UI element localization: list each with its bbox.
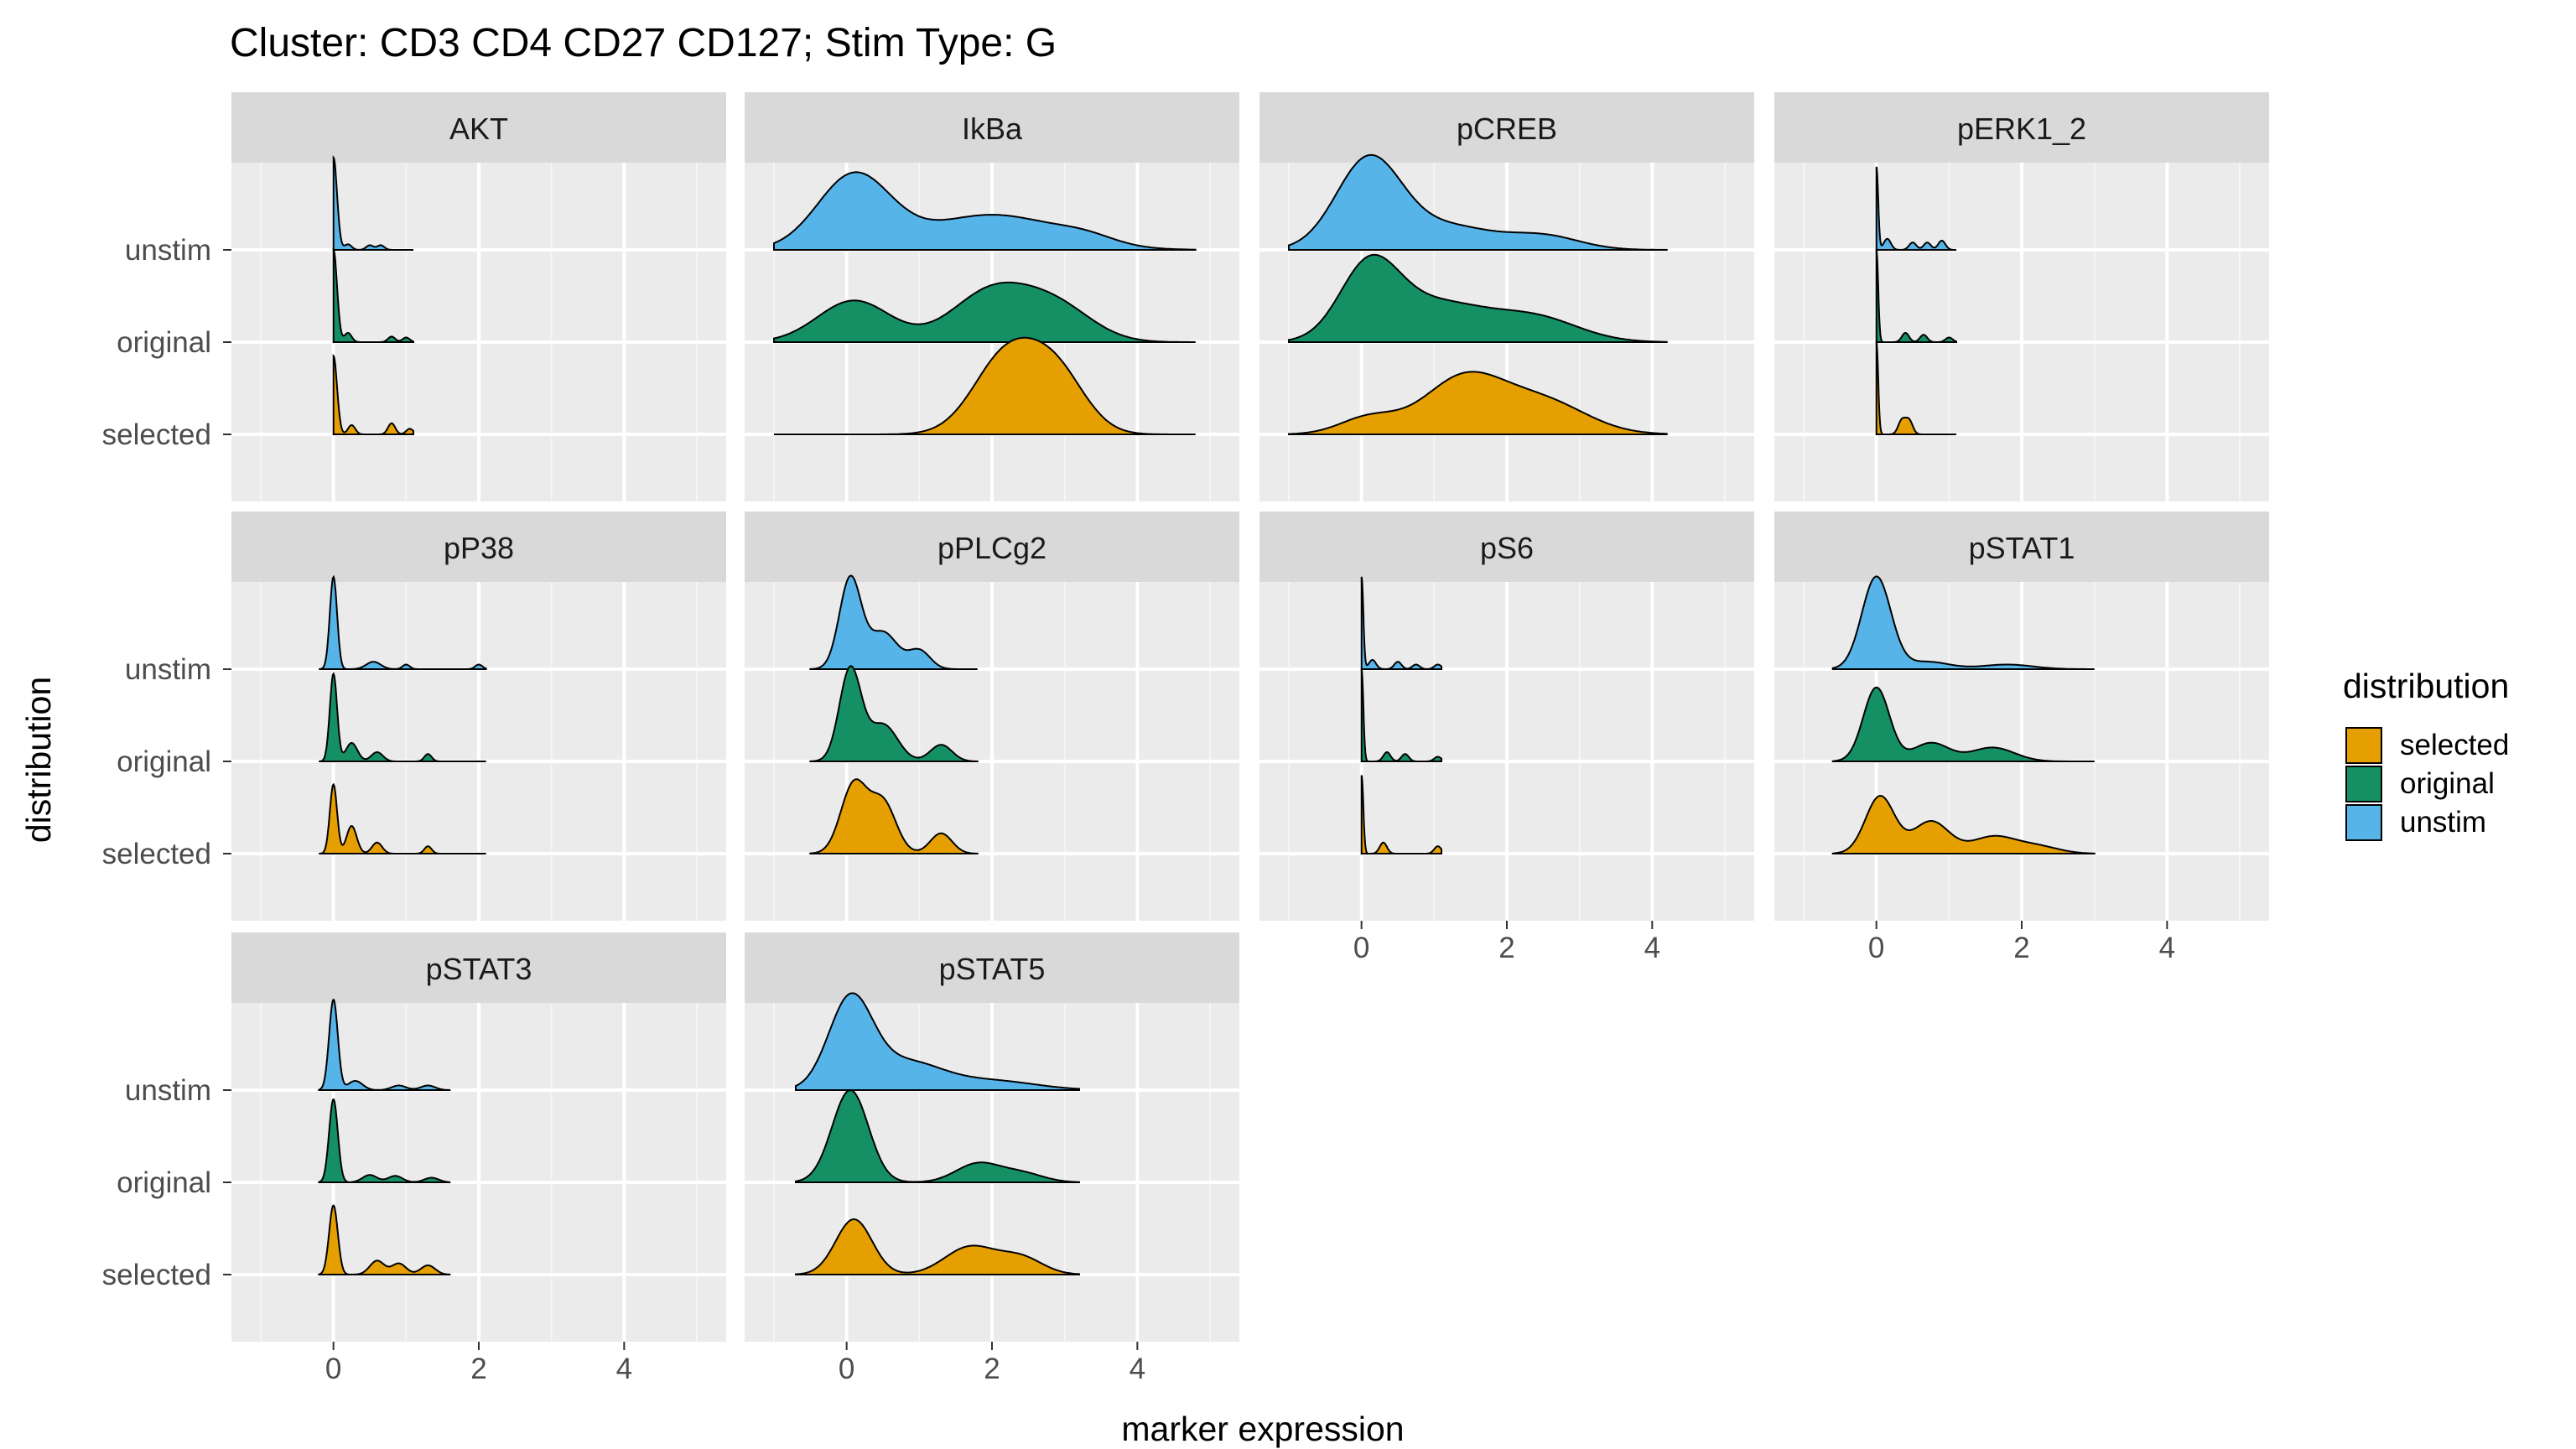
panel-pstat1: pSTAT1 0 2 4 bbox=[1774, 512, 2269, 964]
panel-pplcg2: pPLCg2 bbox=[745, 512, 1239, 921]
ridge-original bbox=[1831, 686, 2095, 762]
y-tick-label: unstim bbox=[125, 653, 211, 686]
ridge-unstim bbox=[318, 998, 451, 1091]
ridge-unstim bbox=[1288, 153, 1668, 251]
ridge-unstim bbox=[319, 574, 487, 670]
panel-pcreb: pCREB bbox=[1259, 92, 1754, 501]
panel-akt: AKT unstim original selected bbox=[102, 92, 726, 501]
facet-strip bbox=[231, 92, 726, 163]
facet-label: pPLCg2 bbox=[937, 531, 1046, 565]
panel-perk1_2: pERK1_2 bbox=[1774, 92, 2269, 501]
x-tick-label: 0 bbox=[1868, 932, 1884, 964]
chart-title: Cluster: CD3 CD4 CD27 CD127; Stim Type: … bbox=[230, 21, 1057, 65]
panel-pstat5: pSTAT5 0 2 4 bbox=[745, 932, 1239, 1385]
legend-key-unstim bbox=[2345, 804, 2382, 841]
ridge-unstim bbox=[1875, 166, 1956, 251]
ridge-original bbox=[332, 247, 414, 343]
x-tick-label: 4 bbox=[1130, 1353, 1145, 1385]
ridge-selected bbox=[1875, 341, 1956, 435]
ridge-unstim bbox=[1360, 576, 1442, 670]
ridge-original bbox=[1288, 253, 1668, 343]
ridge-selected bbox=[795, 1218, 1080, 1275]
legend-label-unstim: unstim bbox=[2400, 806, 2486, 839]
x-tick-label: 4 bbox=[616, 1353, 632, 1385]
ridge-original bbox=[773, 281, 1196, 343]
x-tick-label: 0 bbox=[1353, 932, 1369, 964]
x-tick-label: 2 bbox=[470, 1353, 486, 1385]
x-tick-label: 4 bbox=[1644, 932, 1660, 964]
legend-label-original: original bbox=[2400, 767, 2495, 800]
y-tick-label: selected bbox=[102, 418, 211, 451]
y-tick-label: selected bbox=[102, 1259, 211, 1291]
panel-ps6: pS6 0 2 4 bbox=[1259, 512, 1754, 964]
facet-label: pSTAT5 bbox=[939, 952, 1046, 986]
x-tick-label: 2 bbox=[2013, 932, 2029, 964]
ridge-selected bbox=[318, 1204, 451, 1275]
facet-label: pS6 bbox=[1480, 531, 1534, 565]
facet-strip bbox=[1259, 92, 1754, 163]
ridge-unstim bbox=[795, 992, 1080, 1091]
facet-label: pCREB bbox=[1457, 112, 1557, 146]
ridge-original bbox=[1360, 668, 1442, 762]
legend-key-original bbox=[2345, 766, 2382, 802]
ridge-original bbox=[809, 665, 979, 762]
facet-strip bbox=[1259, 512, 1754, 582]
ridge-original bbox=[318, 1098, 451, 1183]
y-tick-label: unstim bbox=[125, 1074, 211, 1107]
legend: distribution selected original unstim bbox=[2343, 667, 2509, 841]
x-tick-label: 0 bbox=[839, 1353, 854, 1385]
legend-key-selected bbox=[2345, 727, 2382, 764]
x-axis-title: marker expression bbox=[1121, 1410, 1404, 1448]
facet-strip bbox=[745, 512, 1239, 582]
y-tick-label: original bbox=[117, 1166, 211, 1199]
facet-panels: AKT unstim original selected IkBa pCREB pERK1_… bbox=[102, 92, 2269, 1385]
ridge-selected bbox=[1288, 371, 1668, 435]
facet-strip bbox=[745, 932, 1239, 1003]
facet-strip bbox=[745, 92, 1239, 163]
legend-label-selected: selected bbox=[2400, 729, 2509, 761]
ridge-original bbox=[795, 1088, 1080, 1183]
y-tick-label: original bbox=[117, 326, 211, 359]
ridge-selected bbox=[319, 782, 486, 854]
panel-pstat3: pSTAT3 unstim original selected 0 2 4 bbox=[102, 932, 726, 1385]
facet-strip bbox=[231, 512, 726, 582]
ridge-selected bbox=[809, 778, 979, 854]
x-tick-label: 4 bbox=[2159, 932, 2175, 964]
panel-ikba: IkBa bbox=[745, 92, 1239, 501]
x-tick-label: 2 bbox=[984, 1353, 1000, 1385]
legend-title: distribution bbox=[2343, 667, 2509, 705]
x-tick-label: 0 bbox=[325, 1353, 341, 1385]
facet-label: pSTAT3 bbox=[426, 952, 532, 986]
ridge-unstim bbox=[1831, 575, 2095, 670]
facet-strip bbox=[1774, 92, 2269, 163]
ridge-original bbox=[319, 672, 486, 762]
ridge-selected bbox=[332, 354, 414, 435]
ridge-unstim bbox=[332, 155, 413, 251]
y-tick-label: selected bbox=[102, 838, 211, 870]
ridge-selected bbox=[1360, 775, 1442, 854]
y-tick-label: original bbox=[117, 745, 211, 778]
facet-label: IkBa bbox=[962, 112, 1023, 146]
ridge-unstim bbox=[809, 574, 978, 670]
facet-label: pP38 bbox=[444, 531, 514, 565]
ridge-unstim bbox=[773, 171, 1197, 251]
facet-label: pSTAT1 bbox=[1969, 531, 2075, 565]
facet-label: pERK1_2 bbox=[1957, 112, 2086, 146]
facet-label: AKT bbox=[449, 112, 508, 146]
ridge-original bbox=[1875, 249, 1957, 343]
x-tick-label: 2 bbox=[1498, 932, 1514, 964]
y-tick-label: unstim bbox=[125, 234, 211, 267]
y-axis-title: distribution bbox=[19, 677, 58, 843]
facet-strip bbox=[1774, 512, 2269, 582]
panel-pp38: pP38 unstim original selected bbox=[102, 512, 726, 921]
ridge-selected bbox=[1831, 794, 2096, 854]
ridge-selected bbox=[774, 336, 1196, 435]
facet-strip bbox=[231, 932, 726, 1003]
